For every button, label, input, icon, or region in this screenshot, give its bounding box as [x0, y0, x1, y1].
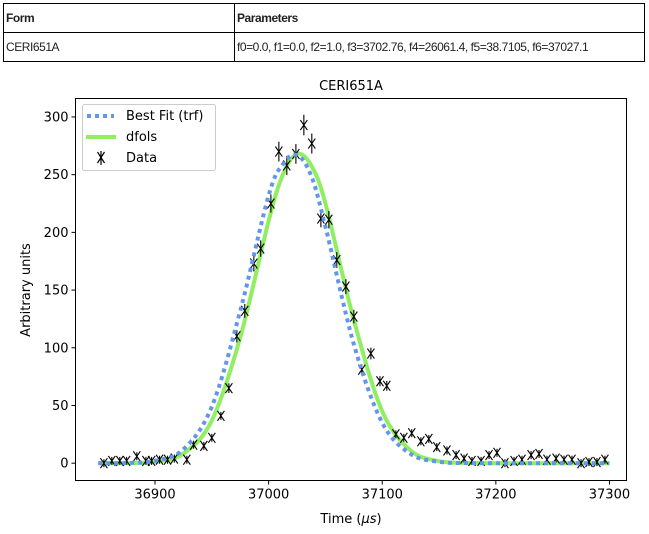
data-point — [399, 432, 408, 444]
dfols-line — [98, 151, 610, 466]
y-tick-label: 300 — [44, 110, 69, 125]
data-point — [424, 433, 433, 445]
data-point — [132, 450, 141, 462]
y-tick-label: 250 — [44, 168, 69, 183]
data-point — [585, 456, 593, 468]
data-point — [324, 210, 333, 229]
chart-title: CERI651A — [319, 79, 383, 94]
legend-label-data: Data — [126, 151, 157, 166]
data-point — [141, 455, 150, 467]
legend: Best Fit (trf) dfols Data — [82, 104, 216, 171]
data-point — [216, 410, 225, 422]
plot-area — [98, 114, 610, 469]
data-point — [593, 456, 601, 468]
data-point — [535, 448, 543, 460]
y-axis-label: Arbitrary units — [19, 243, 34, 337]
data-point — [256, 240, 265, 257]
y-tick-label: 50 — [52, 399, 69, 414]
parameters-table: Form Parameters CERI651A f0=0.0, f1=0.0,… — [3, 3, 645, 62]
header-parameters: Parameters — [234, 3, 645, 33]
data-point — [274, 141, 283, 162]
legend-box — [82, 104, 216, 171]
data-point — [485, 449, 493, 461]
data-point — [182, 454, 191, 466]
header-form: Form — [3, 3, 235, 33]
legend-label-dfols: dfols — [126, 130, 157, 145]
y-tick-label: 100 — [44, 341, 69, 356]
cell-parameters: f0=0.0, f1=0.0, f2=1.0, f3=3702.76, f4=2… — [234, 32, 645, 62]
data-point — [207, 432, 216, 444]
data-point — [155, 454, 164, 466]
x-tick-label: 36900 — [134, 488, 175, 503]
y-tick-label: 200 — [44, 226, 69, 241]
data-point — [224, 382, 233, 394]
data-point — [452, 449, 461, 461]
data-point — [341, 279, 350, 295]
data-point — [147, 455, 156, 467]
data-point — [299, 114, 308, 136]
x-tick-label: 37000 — [248, 488, 289, 503]
data-point — [307, 133, 316, 154]
x-tick-label: 37100 — [362, 488, 403, 503]
y-tick-label: 0 — [60, 457, 68, 472]
legend-swatch-data — [96, 151, 106, 165]
data-point — [527, 449, 536, 461]
best-fit-trf-line — [98, 152, 610, 466]
axes-frame — [75, 98, 627, 481]
data-point — [493, 447, 501, 459]
data-point — [416, 435, 425, 447]
y-tick-label: 150 — [44, 284, 69, 299]
data-point — [407, 427, 416, 439]
data-point — [199, 440, 208, 452]
data-point — [349, 309, 358, 324]
table-row: CERI651A f0=0.0, f1=0.0, f2=1.0, f3=3702… — [3, 32, 645, 62]
legend-label-best-fit: Best Fit (trf) — [126, 109, 203, 124]
data-point — [382, 380, 391, 392]
x-tick-label: 37300 — [589, 488, 630, 503]
data-point — [366, 347, 375, 360]
data-point — [443, 445, 451, 456]
data-point — [99, 457, 108, 469]
data-point — [432, 441, 441, 453]
table-header-row: Form Parameters — [3, 3, 645, 33]
x-axis-label: Time (μs) — [319, 512, 381, 527]
axis-ticks: 36900 37000 37100 37200 37300 0 50 100 150 200 250… — [44, 110, 630, 502]
x-tick-label: 37200 — [475, 488, 516, 503]
data-point — [577, 457, 586, 469]
data-point — [376, 375, 384, 387]
